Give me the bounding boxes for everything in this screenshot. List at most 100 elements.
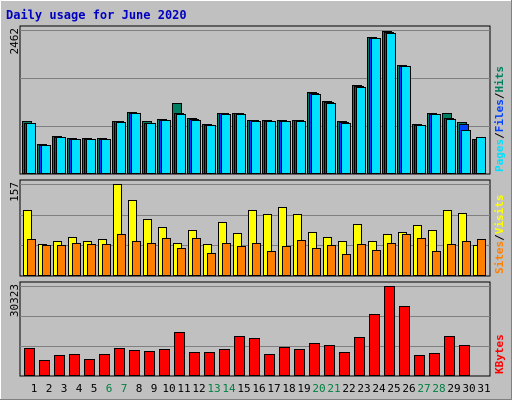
bar-sites-day-10: [162, 238, 171, 276]
bar-pages-day-27: [416, 125, 426, 174]
x-tick-label-day-1: 1: [31, 382, 38, 395]
axis-max-label: 30323: [8, 284, 21, 317]
bar-kbytes-day-20: [309, 343, 320, 376]
bar-sites-day-31: [477, 239, 486, 276]
bar-sites-day-24: [372, 250, 381, 276]
bar-sites-day-1: [27, 239, 36, 276]
bar-pages-day-10: [161, 120, 171, 174]
x-tick-label-day-11: 11: [177, 382, 190, 395]
bar-pages-day-31: [476, 137, 486, 174]
x-tick-label-day-7: 7: [121, 382, 128, 395]
bar-sites-day-28: [432, 251, 441, 276]
series-legend-label: KBytes: [493, 334, 506, 374]
bar-pages-day-6: [101, 139, 111, 174]
bar-kbytes-day-25: [384, 286, 395, 376]
series-legend-label: Sites/Visits: [493, 195, 506, 275]
bar-pages-day-8: [131, 113, 141, 174]
bar-kbytes-day-12: [189, 352, 200, 376]
bar-pages-day-19: [296, 121, 306, 174]
x-tick-label-day-13: 13: [207, 382, 220, 395]
bar-kbytes-day-3: [54, 355, 65, 376]
bar-pages-day-16: [251, 121, 261, 174]
bar-pages-day-5: [86, 139, 96, 174]
x-tick-label-day-30: 30: [462, 382, 475, 395]
bar-kbytes-day-15: [234, 336, 245, 376]
x-tick-label-day-8: 8: [136, 382, 143, 395]
bar-kbytes-day-4: [69, 354, 80, 376]
legend-separator: /: [493, 132, 506, 139]
bar-pages-day-4: [71, 139, 81, 174]
bar-sites-day-25: [387, 243, 396, 276]
bar-sites-day-4: [72, 243, 81, 276]
bar-pages-day-15: [236, 114, 246, 174]
bar-kbytes-day-24: [369, 314, 380, 376]
x-tick-label-day-28: 28: [432, 382, 445, 395]
bar-pages-day-2: [41, 145, 51, 174]
bar-kbytes-day-23: [354, 337, 365, 376]
legend-entry: Sites: [493, 241, 506, 274]
panel-kbytes: 30323 KBytes: [8, 281, 506, 377]
x-tick-label-day-2: 2: [46, 382, 53, 395]
panel-visits-sites: 157 Sites/Visits: [8, 179, 506, 277]
x-tick-label-day-21: 21: [327, 382, 340, 395]
bar-sites-day-12: [192, 238, 201, 276]
bar-pages-day-18: [281, 121, 291, 174]
bar-sites-day-22: [342, 254, 351, 276]
bar-kbytes-day-17: [264, 354, 275, 376]
bar-kbytes-day-26: [399, 306, 410, 376]
bar-sites-day-20: [312, 248, 321, 276]
bar-sites-day-27: [417, 238, 426, 276]
x-tick-label-day-29: 29: [447, 382, 460, 395]
bar-pages-day-14: [221, 114, 231, 174]
bar-pages-day-30: [461, 130, 471, 174]
x-tick-label-day-18: 18: [282, 382, 295, 395]
bar-kbytes-day-8: [129, 350, 140, 376]
bar-kbytes-day-16: [249, 338, 260, 376]
bar-kbytes-day-18: [279, 347, 290, 376]
bar-sites-day-11: [177, 248, 186, 276]
bar-pages-day-26: [401, 66, 411, 174]
bar-sites-day-7: [117, 234, 126, 276]
bar-pages-day-1: [26, 123, 36, 174]
legend-entry: Visits: [493, 195, 506, 235]
x-tick-label-day-25: 25: [387, 382, 400, 395]
bar-sites-day-6: [102, 244, 111, 276]
x-tick-label-day-9: 9: [151, 382, 158, 395]
bar-kbytes-day-1: [24, 348, 35, 376]
bar-kbytes-day-10: [159, 349, 170, 376]
bar-sites-day-13: [207, 253, 216, 276]
x-tick-label-day-5: 5: [91, 382, 98, 395]
legend-entry: Pages: [493, 139, 506, 172]
bar-kbytes-day-28: [429, 353, 440, 376]
legend-entry: Hits: [493, 66, 506, 93]
x-tick-label-day-23: 23: [357, 382, 370, 395]
x-tick-label-day-10: 10: [162, 382, 175, 395]
legend-entry: KBytes: [493, 334, 506, 374]
series-legend-label: Pages/Files/Hits: [493, 66, 506, 172]
bar-pages-day-25: [386, 33, 396, 174]
bar-pages-day-20: [311, 94, 321, 174]
chart-panels: 2462Pages/Files/Hits157Sites/Visits30323…: [8, 25, 506, 377]
bar-kbytes-day-21: [324, 345, 335, 376]
x-tick-label-day-15: 15: [237, 382, 250, 395]
legend-separator: /: [493, 234, 506, 241]
x-tick-label-day-19: 19: [297, 382, 310, 395]
bar-kbytes-day-11: [174, 332, 185, 376]
x-tick-label-day-26: 26: [402, 382, 415, 395]
bar-pages-day-23: [356, 87, 366, 174]
bar-kbytes-day-14: [219, 349, 230, 376]
bar-pages-day-24: [371, 38, 381, 174]
axis-max-label: 2462: [8, 28, 21, 55]
bar-sites-day-16: [252, 243, 261, 276]
legend-entry: Files: [493, 99, 506, 132]
bar-sites-day-9: [147, 243, 156, 276]
bar-kbytes-day-30: [459, 345, 470, 376]
x-tick-label-day-20: 20: [312, 382, 325, 395]
bar-kbytes-day-27: [414, 355, 425, 376]
bar-sites-day-15: [237, 246, 246, 276]
axis-max-label: 157: [8, 182, 21, 202]
bar-pages-day-12: [191, 120, 201, 174]
x-tick-label-day-16: 16: [252, 382, 265, 395]
